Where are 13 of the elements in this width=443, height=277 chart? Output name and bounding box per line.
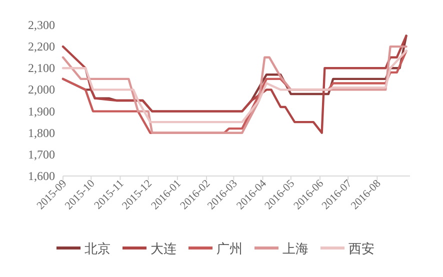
legend-label: 西安	[348, 241, 374, 256]
y-tick-label: 2,000	[28, 82, 55, 97]
y-tick-label: 1,900	[28, 104, 55, 118]
y-tick-label: 1,600	[28, 169, 55, 183]
y-tick-label: 1,700	[28, 147, 55, 162]
y-tick-label: 2,300	[28, 18, 55, 32]
y-tick-label: 1,800	[28, 126, 55, 140]
y-tick-label: 2,100	[28, 61, 55, 76]
legend-label: 上海	[282, 241, 308, 256]
legend-label: 大连	[150, 241, 176, 256]
legend-label: 广州	[216, 241, 242, 256]
y-tick-label: 2,200	[28, 40, 55, 54]
legend-label: 北京	[84, 241, 110, 256]
